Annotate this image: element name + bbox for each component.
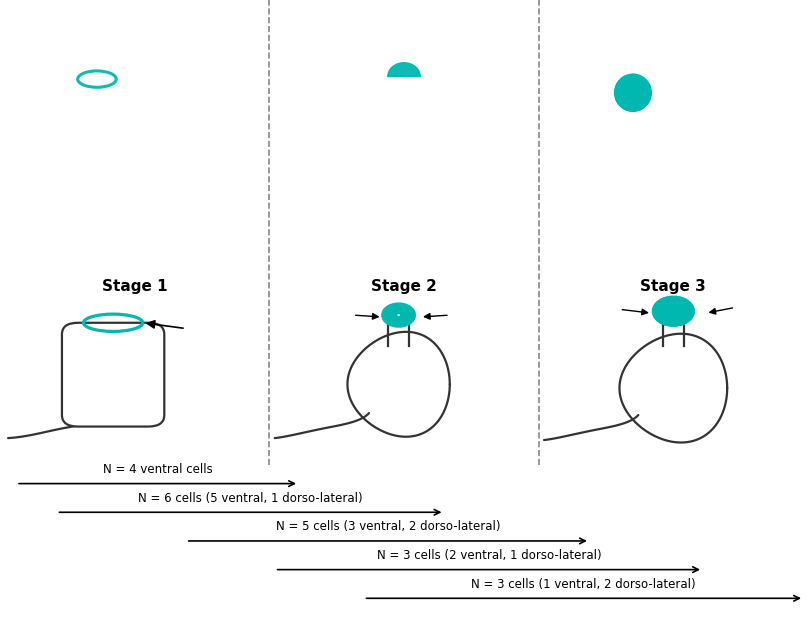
Text: N = 4 ventral cells: N = 4 ventral cells (103, 463, 213, 476)
Ellipse shape (12, 4, 182, 296)
Ellipse shape (382, 311, 398, 326)
Ellipse shape (657, 32, 808, 268)
Ellipse shape (386, 303, 407, 314)
Ellipse shape (17, 13, 177, 287)
Ellipse shape (293, 0, 526, 350)
Ellipse shape (386, 316, 407, 327)
Ellipse shape (538, 7, 727, 331)
Ellipse shape (721, 75, 734, 89)
Ellipse shape (313, 0, 507, 318)
Ellipse shape (300, 0, 520, 339)
Ellipse shape (395, 314, 414, 327)
Ellipse shape (718, 73, 736, 91)
Ellipse shape (627, 74, 650, 92)
Ellipse shape (559, 43, 706, 295)
Ellipse shape (653, 298, 673, 316)
Ellipse shape (717, 71, 738, 93)
Ellipse shape (401, 308, 415, 323)
Ellipse shape (638, 2, 808, 298)
Text: Stage 1: Stage 1 (102, 278, 167, 293)
Ellipse shape (695, 91, 770, 209)
Ellipse shape (7, 0, 187, 304)
Text: Stage 2: Stage 2 (371, 278, 437, 293)
Ellipse shape (2, 0, 192, 313)
Ellipse shape (633, 87, 651, 110)
Ellipse shape (653, 307, 673, 324)
Ellipse shape (306, 0, 513, 329)
Ellipse shape (667, 311, 692, 326)
Ellipse shape (674, 298, 694, 316)
Ellipse shape (55, 78, 139, 222)
Ellipse shape (611, 131, 655, 207)
Text: N = 3 cells (2 ventral, 1 dorso-lateral): N = 3 cells (2 ventral, 1 dorso-lateral) (377, 549, 601, 562)
Text: 30 hpf: 30 hpf (762, 14, 800, 27)
Ellipse shape (667, 296, 692, 311)
Ellipse shape (554, 34, 712, 304)
Ellipse shape (660, 296, 687, 309)
Ellipse shape (637, 81, 651, 105)
Ellipse shape (544, 16, 722, 322)
Ellipse shape (0, 0, 197, 322)
Ellipse shape (621, 74, 645, 89)
Ellipse shape (382, 305, 398, 319)
Ellipse shape (326, 20, 494, 296)
Ellipse shape (723, 78, 731, 86)
Ellipse shape (595, 104, 671, 234)
Ellipse shape (628, 87, 638, 98)
Ellipse shape (385, 60, 423, 93)
Ellipse shape (380, 56, 428, 97)
Ellipse shape (654, 296, 680, 311)
Ellipse shape (600, 66, 665, 120)
Ellipse shape (608, 73, 657, 113)
Ellipse shape (617, 74, 638, 92)
Ellipse shape (723, 78, 731, 86)
Ellipse shape (654, 311, 680, 326)
Text: N = 3 cells (1 ventral, 2 dorso-lateral): N = 3 cells (1 ventral, 2 dorso-lateral) (471, 578, 696, 590)
Ellipse shape (22, 22, 172, 278)
Ellipse shape (382, 113, 436, 203)
Ellipse shape (650, 22, 808, 278)
Ellipse shape (615, 76, 633, 99)
FancyBboxPatch shape (52, 82, 142, 218)
Ellipse shape (668, 308, 679, 315)
Ellipse shape (633, 76, 651, 99)
Ellipse shape (660, 314, 687, 326)
Ellipse shape (627, 93, 650, 111)
Text: 22 hpf: 22 hpf (223, 14, 261, 27)
Ellipse shape (549, 25, 717, 313)
Polygon shape (388, 63, 420, 76)
Ellipse shape (565, 52, 701, 286)
Ellipse shape (677, 301, 694, 321)
Ellipse shape (615, 81, 629, 105)
Text: 25 hpf: 25 hpf (493, 14, 531, 27)
Ellipse shape (674, 307, 694, 324)
Text: N = 5 cells (3 ventral, 2 dorso-lateral): N = 5 cells (3 ventral, 2 dorso-lateral) (276, 520, 500, 533)
Ellipse shape (663, 42, 802, 258)
Ellipse shape (653, 301, 670, 321)
Ellipse shape (644, 12, 808, 288)
Ellipse shape (73, 108, 121, 192)
Ellipse shape (363, 82, 456, 235)
Ellipse shape (725, 79, 730, 84)
FancyBboxPatch shape (62, 323, 164, 427)
Ellipse shape (319, 9, 500, 307)
Text: N = 6 cells (5 ventral, 1 dorso-lateral): N = 6 cells (5 ventral, 1 dorso-lateral) (138, 492, 363, 505)
Ellipse shape (0, 0, 202, 330)
Ellipse shape (615, 87, 633, 110)
Text: Stage 3: Stage 3 (641, 278, 706, 293)
Ellipse shape (617, 93, 638, 111)
Ellipse shape (621, 96, 645, 111)
Ellipse shape (710, 116, 755, 184)
Ellipse shape (395, 304, 414, 316)
